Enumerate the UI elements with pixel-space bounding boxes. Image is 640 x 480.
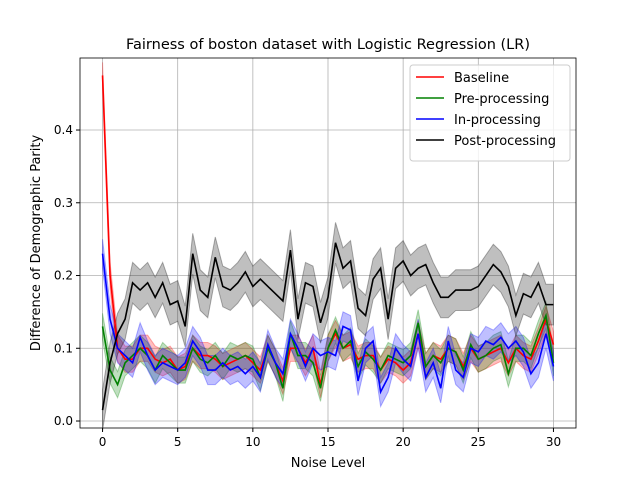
x-tick-label: 0 xyxy=(99,435,107,449)
x-tick-label: 10 xyxy=(245,435,260,449)
legend-label: Pre-processing xyxy=(454,92,549,107)
confidence-band xyxy=(102,222,554,431)
x-tick-label: 5 xyxy=(174,435,182,449)
y-tick-label: 0.3 xyxy=(54,196,73,210)
y-tick-label: 0.1 xyxy=(54,341,73,355)
line xyxy=(101,253,555,395)
chart-title: Fairness of boston dataset with Logistic… xyxy=(126,37,530,53)
y-tick-label: 0.2 xyxy=(54,269,73,283)
x-tick-label: 25 xyxy=(471,435,486,449)
legend-label: Baseline xyxy=(454,71,509,86)
plot-area xyxy=(80,58,576,431)
y-axis-label: Difference of Demographic Parity xyxy=(29,135,44,352)
x-axis-label: Noise Level xyxy=(291,456,366,471)
line xyxy=(101,242,554,411)
x-tick-label: 20 xyxy=(396,435,411,449)
legend-box xyxy=(409,64,571,162)
x-tick-label: 30 xyxy=(546,435,561,449)
y-tick-label: 0.4 xyxy=(54,123,73,137)
legend-label: In-processing xyxy=(454,113,541,128)
legend: Baseline Pre-processing In-processing Post-… xyxy=(409,64,571,162)
x-tick-label: 15 xyxy=(320,435,335,449)
y-tick-label: 0.0 xyxy=(54,414,73,428)
confidence-band xyxy=(102,239,554,409)
legend-label: Post-processing xyxy=(454,134,556,149)
